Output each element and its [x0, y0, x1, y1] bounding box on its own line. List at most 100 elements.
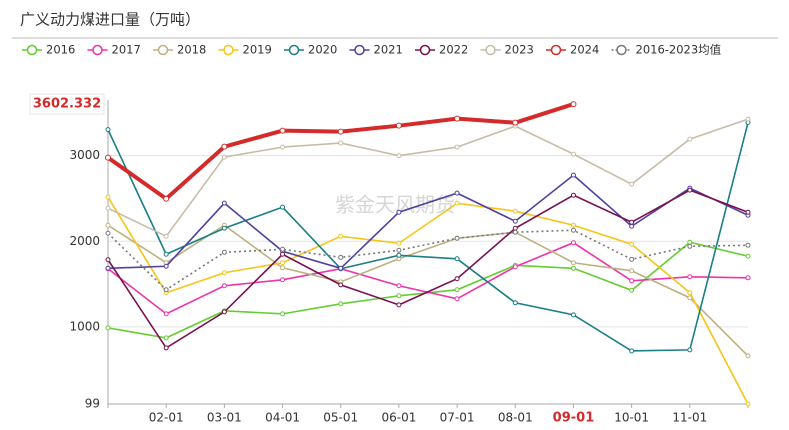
- data-point: [629, 287, 635, 293]
- data-point: [512, 218, 518, 224]
- data-point: [512, 225, 518, 231]
- data-point: [570, 151, 576, 157]
- series-line: [107, 122, 749, 352]
- data-point: [163, 335, 169, 341]
- series-line: [107, 196, 749, 405]
- data-point: [221, 249, 227, 255]
- legend-marker: [354, 44, 365, 56]
- x-tick-label: 04-01: [265, 411, 300, 425]
- data-point: [454, 276, 460, 282]
- data-point: [687, 274, 693, 280]
- data-point: [221, 225, 227, 231]
- data-point: [687, 243, 693, 249]
- watermark: 紫金天风期货: [335, 193, 455, 217]
- x-tick-label: 11-01: [672, 411, 707, 425]
- data-point: [105, 205, 111, 211]
- data-point: [629, 268, 635, 274]
- data-point: [396, 209, 402, 215]
- legend-label: 2016-2023均值: [636, 43, 722, 57]
- series-line: [107, 174, 749, 270]
- legend-marker: [92, 44, 103, 56]
- data-point: [280, 246, 286, 252]
- data-point: [221, 309, 227, 315]
- data-point: [221, 270, 227, 276]
- data-point: [512, 208, 518, 214]
- data-point: [105, 325, 111, 331]
- data-point: [454, 256, 460, 262]
- data-point: [570, 260, 576, 266]
- series-line: [107, 189, 749, 350]
- data-point: [687, 136, 693, 142]
- data-point: [105, 154, 111, 161]
- data-point: [570, 101, 577, 108]
- data-point: [280, 265, 286, 271]
- data-point: [396, 283, 402, 289]
- data-point: [454, 200, 460, 206]
- legend-marker: [419, 44, 431, 56]
- data-point: [280, 311, 286, 317]
- data-point: [745, 242, 751, 248]
- data-point: [221, 143, 228, 150]
- data-point: [629, 219, 635, 225]
- x-tick-label: 09-01: [553, 411, 595, 426]
- x-tick-label: 03-01: [207, 411, 242, 425]
- data-point: [280, 144, 286, 150]
- data-point: [105, 222, 111, 228]
- data-point: [570, 265, 576, 271]
- data-point: [745, 209, 751, 215]
- data-point: [105, 230, 111, 236]
- x-tick-label: 07-01: [440, 411, 475, 425]
- data-point: [570, 312, 576, 318]
- data-point: [396, 247, 402, 253]
- data-point: [512, 264, 518, 270]
- legend-label: 2023: [505, 43, 534, 57]
- legend-label: 2019: [243, 43, 272, 57]
- data-point: [629, 181, 635, 187]
- data-point: [338, 301, 344, 307]
- data-point: [687, 347, 693, 353]
- data-point: [221, 154, 227, 160]
- data-point: [338, 254, 344, 260]
- data-point: [280, 277, 286, 283]
- data-point: [629, 241, 635, 247]
- data-point: [221, 200, 227, 206]
- data-point: [570, 172, 576, 178]
- data-point: [454, 190, 460, 196]
- x-tick-label: 05-01: [323, 411, 358, 425]
- series-line: [107, 229, 749, 291]
- x-tick-label: 06-01: [381, 411, 416, 425]
- data-point: [396, 252, 402, 258]
- series-line: [107, 224, 749, 357]
- data-point: [338, 265, 344, 271]
- legend-label: 2016: [46, 43, 75, 57]
- legend-label: 2022: [439, 43, 468, 57]
- data-point: [687, 290, 693, 296]
- data-point: [570, 222, 576, 228]
- y-tick-label: 2000: [69, 234, 100, 248]
- data-point: [279, 127, 286, 134]
- legend-label: 2021: [374, 43, 403, 57]
- series-line: [107, 241, 749, 315]
- series-line: [107, 118, 749, 238]
- legend-label: 2024: [570, 43, 599, 57]
- data-point: [396, 240, 402, 246]
- data-point: [454, 296, 460, 302]
- data-point: [629, 278, 635, 284]
- data-point: [687, 239, 693, 245]
- legend-marker: [616, 44, 627, 56]
- data-point: [105, 194, 111, 200]
- data-point: [280, 251, 286, 257]
- legend-label: 2017: [112, 43, 141, 57]
- data-point: [570, 240, 576, 246]
- data-point: [512, 229, 518, 235]
- legend-marker: [223, 44, 234, 56]
- legend-label: 2020: [308, 43, 337, 57]
- data-point: [745, 275, 751, 281]
- data-point: [163, 251, 169, 257]
- x-tick-label: 10-01: [614, 411, 649, 425]
- data-point: [163, 311, 169, 317]
- data-point: [745, 401, 751, 407]
- data-point: [221, 283, 227, 289]
- data-point: [396, 293, 402, 299]
- y-tick-label: 99: [85, 397, 100, 411]
